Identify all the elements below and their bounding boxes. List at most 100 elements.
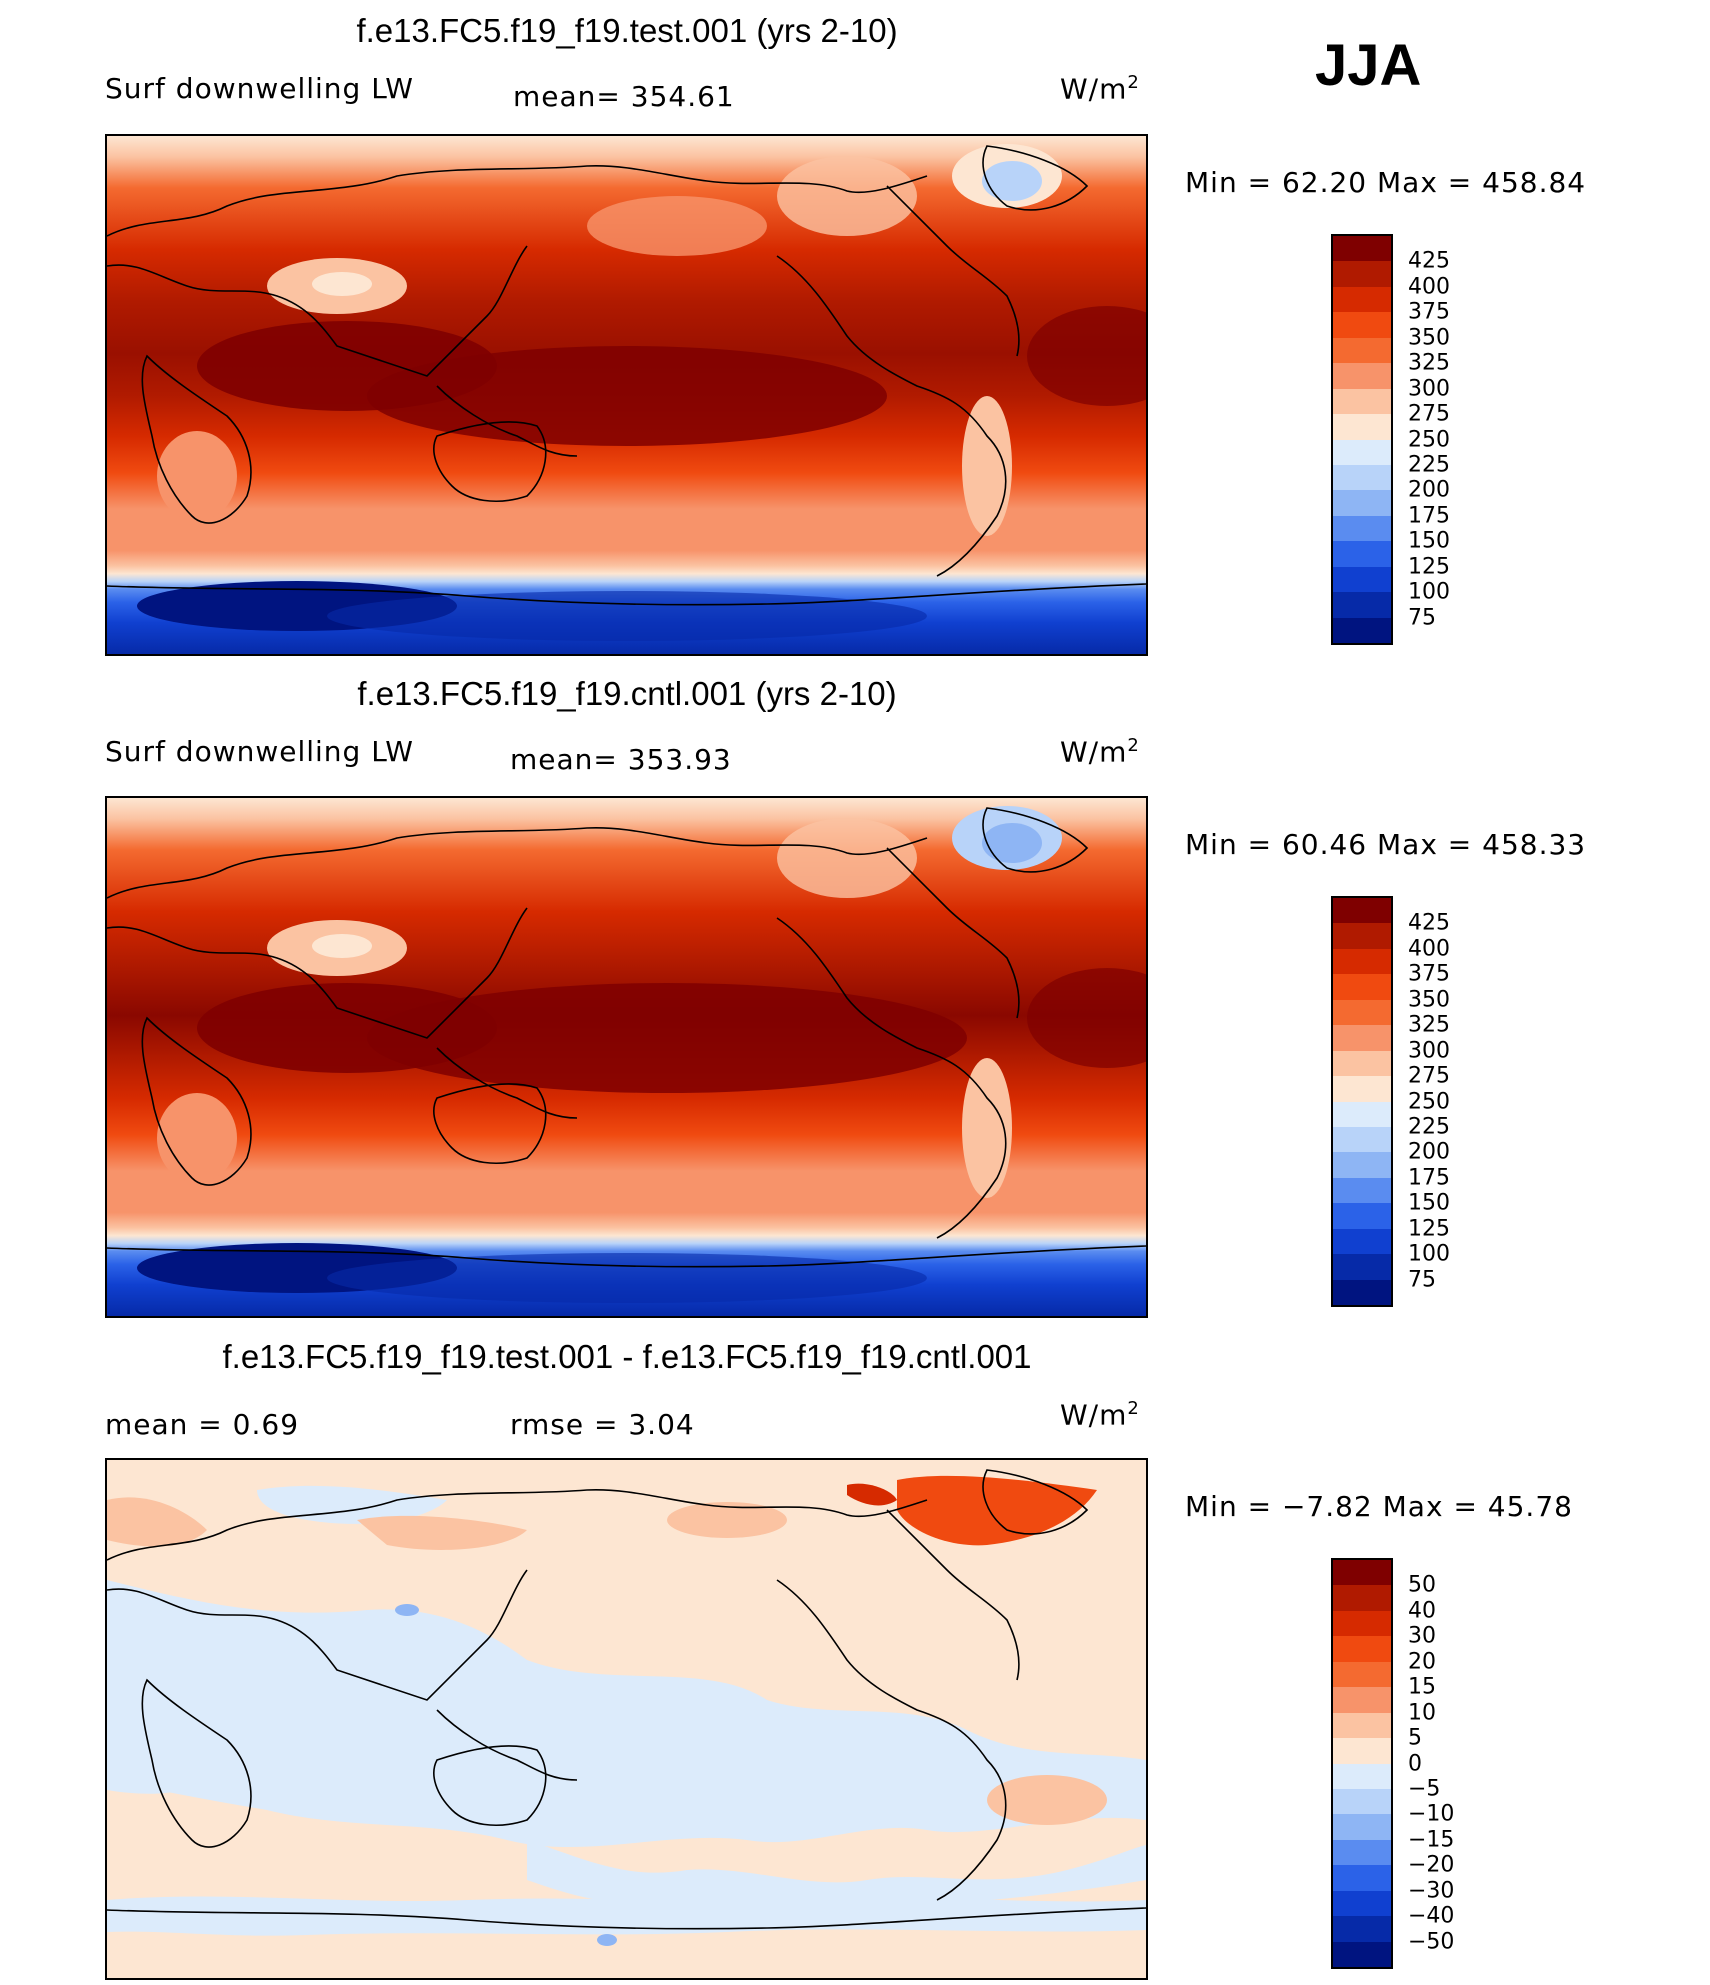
colorbar-tick-label: 275 bbox=[1408, 401, 1450, 427]
colorbar-swatch bbox=[1333, 1254, 1391, 1280]
colorbar-swatch bbox=[1333, 1126, 1391, 1153]
colorbar-tick-label: 375 bbox=[1408, 961, 1450, 987]
colorbar-swatch bbox=[1333, 1560, 1391, 1586]
colorbar-tick-label: 375 bbox=[1408, 299, 1450, 325]
colorbar-tick-label: 275 bbox=[1408, 1063, 1450, 1089]
colorbar-swatch bbox=[1333, 1712, 1391, 1739]
colorbar-tick-label: 75 bbox=[1408, 605, 1436, 631]
colorbar-swatch bbox=[1333, 388, 1391, 415]
colorbar-tick-label: 200 bbox=[1408, 1139, 1450, 1165]
colorbar-tick-label: 325 bbox=[1408, 1012, 1450, 1038]
panel-3-rmse-label: rmse = 3.04 bbox=[510, 1408, 695, 1441]
colorbar-swatch bbox=[1333, 490, 1391, 516]
colorbar-tick-label: 350 bbox=[1408, 987, 1450, 1013]
colorbar-tick-label: 425 bbox=[1408, 910, 1450, 936]
colorbar-swatch bbox=[1333, 1585, 1391, 1611]
panel-2-min-max: Min = 60.46 Max = 458.33 bbox=[1185, 828, 1587, 861]
colorbar-tick-label: 125 bbox=[1408, 554, 1450, 580]
panel-2-unit-label: W/m2 bbox=[1060, 735, 1140, 769]
colorbar-tick-label: 125 bbox=[1408, 1216, 1450, 1242]
panel-3-unit-label: W/m2 bbox=[1060, 1398, 1140, 1432]
colorbar-swatch bbox=[1333, 999, 1391, 1026]
panel-3-mean-label: mean = 0.69 bbox=[105, 1408, 300, 1441]
colorbar-swatch bbox=[1333, 541, 1391, 567]
panel-2-colorbar bbox=[1331, 896, 1393, 1307]
colorbar-swatch bbox=[1333, 337, 1391, 364]
colorbar-swatch bbox=[1333, 1687, 1391, 1713]
panel-1-coastlines bbox=[107, 145, 1146, 606]
colorbar-tick-label: 225 bbox=[1408, 1114, 1450, 1140]
colorbar-tick-label: 400 bbox=[1408, 274, 1450, 300]
panel-1-variable-label: Surf downwelling LW bbox=[105, 72, 414, 105]
panel-1-colorbar bbox=[1331, 234, 1393, 645]
panel-3-map bbox=[105, 1458, 1148, 1980]
colorbar-swatch bbox=[1333, 1738, 1391, 1764]
colorbar-tick-label: −30 bbox=[1408, 1878, 1455, 1904]
colorbar-tick-label: −50 bbox=[1408, 1929, 1455, 1955]
colorbar-swatch bbox=[1333, 948, 1391, 975]
colorbar-swatch bbox=[1333, 617, 1391, 643]
colorbar-swatch bbox=[1333, 363, 1391, 389]
colorbar-tick-label: 40 bbox=[1408, 1598, 1436, 1624]
panel-1-title: f.e13.FC5.f19_f19.test.001 (yrs 2-10) bbox=[356, 12, 898, 49]
panel-1-unit-label: W/m2 bbox=[1060, 72, 1140, 106]
panel-1-min-max: Min = 62.20 Max = 458.84 bbox=[1185, 166, 1587, 199]
panel-1-field-features bbox=[137, 144, 1146, 641]
panel-2-mean-label: mean= 353.93 bbox=[510, 743, 732, 776]
panel-3-title: f.e13.FC5.f19_f19.test.001 - f.e13.FC5.f… bbox=[222, 1338, 1032, 1375]
colorbar-tick-label: −40 bbox=[1408, 1903, 1455, 1929]
colorbar-swatch bbox=[1333, 236, 1391, 262]
colorbar-swatch bbox=[1333, 1152, 1391, 1178]
colorbar-swatch bbox=[1333, 1177, 1391, 1204]
colorbar-tick-label: 50 bbox=[1408, 1572, 1436, 1598]
colorbar-tick-label: 175 bbox=[1408, 1165, 1450, 1191]
panel-1-map bbox=[105, 134, 1148, 656]
colorbar-swatch bbox=[1333, 312, 1391, 338]
colorbar-swatch bbox=[1333, 974, 1391, 1000]
colorbar-swatch bbox=[1333, 414, 1391, 440]
panel-2-variable-label: Surf downwelling LW bbox=[105, 735, 414, 768]
colorbar-swatch bbox=[1333, 1839, 1391, 1866]
colorbar-swatch bbox=[1333, 515, 1391, 542]
colorbar-swatch bbox=[1333, 1890, 1391, 1917]
panel-3-coastlines bbox=[107, 1469, 1146, 1930]
colorbar-tick-label: 325 bbox=[1408, 350, 1450, 376]
colorbar-swatch bbox=[1333, 1203, 1391, 1229]
colorbar-tick-label: −20 bbox=[1408, 1852, 1455, 1878]
colorbar-tick-label: 20 bbox=[1408, 1649, 1436, 1675]
panel-3-min-max: Min = −7.82 Max = 45.78 bbox=[1185, 1490, 1573, 1523]
colorbar-tick-label: 425 bbox=[1408, 248, 1450, 274]
colorbar-swatch bbox=[1333, 1076, 1391, 1102]
colorbar-swatch bbox=[1333, 1865, 1391, 1891]
colorbar-tick-label: 10 bbox=[1408, 1700, 1436, 1726]
colorbar-swatch bbox=[1333, 1610, 1391, 1637]
colorbar-tick-label: 150 bbox=[1408, 1190, 1450, 1216]
colorbar-tick-label: 225 bbox=[1408, 452, 1450, 478]
panel-2-map bbox=[105, 796, 1148, 1318]
colorbar-swatch bbox=[1333, 592, 1391, 618]
colorbar-swatch bbox=[1333, 1228, 1391, 1255]
colorbar-swatch bbox=[1333, 566, 1391, 593]
colorbar-swatch bbox=[1333, 1101, 1391, 1127]
colorbar-swatch bbox=[1333, 1025, 1391, 1051]
colorbar-swatch bbox=[1333, 439, 1391, 465]
colorbar-swatch bbox=[1333, 464, 1391, 491]
panel-1-mean-label: mean= 354.61 bbox=[513, 80, 735, 113]
colorbar-tick-label: 100 bbox=[1408, 579, 1450, 605]
colorbar-swatch bbox=[1333, 1814, 1391, 1840]
colorbar-swatch bbox=[1333, 261, 1391, 287]
colorbar-tick-label: −15 bbox=[1408, 1827, 1455, 1853]
colorbar-swatch bbox=[1333, 1916, 1391, 1942]
colorbar-tick-label: 250 bbox=[1408, 1089, 1450, 1114]
colorbar-tick-label: 0 bbox=[1408, 1751, 1422, 1776]
colorbar-tick-label: 5 bbox=[1408, 1725, 1422, 1751]
colorbar-tick-label: 150 bbox=[1408, 528, 1450, 554]
colorbar-swatch bbox=[1333, 1661, 1391, 1688]
colorbar-tick-label: 350 bbox=[1408, 325, 1450, 351]
colorbar-tick-label: 400 bbox=[1408, 936, 1450, 962]
colorbar-tick-label: 175 bbox=[1408, 503, 1450, 529]
colorbar-tick-label: −5 bbox=[1408, 1776, 1441, 1802]
panel-3-field-features bbox=[107, 1475, 1146, 1946]
panel-2-title: f.e13.FC5.f19_f19.cntl.001 (yrs 2-10) bbox=[357, 675, 897, 712]
colorbar-tick-label: 250 bbox=[1408, 427, 1450, 452]
